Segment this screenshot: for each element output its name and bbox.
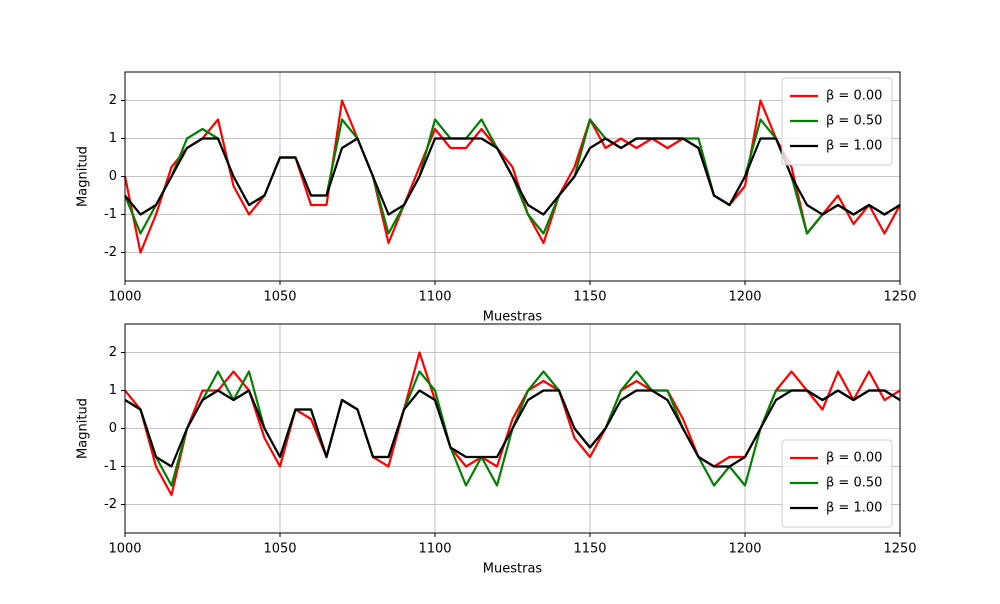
legend-label: β = 0.50 — [826, 476, 882, 491]
y-tick-label: 2 — [109, 93, 117, 108]
x-tick-label: 1050 — [263, 290, 296, 305]
x-axis-label: Muestras — [483, 562, 543, 577]
y-tick-label: 2 — [109, 345, 117, 360]
series-line — [124, 137, 901, 216]
x-axis-label: Muestras — [483, 310, 543, 325]
legend-label: β = 0.00 — [826, 451, 882, 466]
x-tick-label: 1100 — [418, 542, 451, 557]
x-tick-label: 1250 — [883, 290, 916, 305]
x-tick-label: 1250 — [883, 542, 916, 557]
legend-label: β = 1.00 — [826, 139, 882, 154]
y-axis-label: Magnitud — [76, 398, 91, 459]
y-tick-label: -1 — [104, 207, 117, 222]
plot-frame — [124, 323, 901, 534]
legend-label: β = 1.00 — [826, 501, 882, 516]
y-tick-label: 0 — [109, 421, 117, 436]
legend-label: β = 0.00 — [826, 89, 882, 104]
x-tick-label: 1100 — [418, 290, 451, 305]
subplot: 1000 1050 1100 1150 1200 1250 -2 -1 0 1 2 Muestras M… — [76, 323, 917, 577]
y-tick-label: 0 — [109, 169, 117, 184]
x-tick-label: 1000 — [108, 542, 141, 557]
y-tick-label: -2 — [104, 245, 117, 260]
x-tick-label: 1200 — [728, 542, 761, 557]
x-tick-label: 1000 — [108, 290, 141, 305]
legend-box — [781, 439, 893, 528]
y-tick-label: -1 — [104, 459, 117, 474]
legend-label: β = 0.50 — [826, 114, 882, 129]
plot-frame — [124, 71, 901, 282]
y-tick-label: -2 — [104, 497, 117, 512]
x-tick-label: 1150 — [573, 542, 606, 557]
y-tick-label: 1 — [109, 131, 117, 146]
subplot: 1000 1050 1100 1150 1200 1250 -2 -1 0 1 2 Muestras M… — [76, 71, 917, 325]
legend-box — [781, 77, 893, 166]
series-line — [124, 389, 901, 468]
y-axis-label: Magnitud — [76, 146, 91, 207]
y-tick-label: 1 — [109, 383, 117, 398]
x-tick-label: 1050 — [263, 542, 296, 557]
x-tick-label: 1150 — [573, 290, 606, 305]
series-line — [123, 99, 901, 254]
x-tick-label: 1200 — [728, 290, 761, 305]
